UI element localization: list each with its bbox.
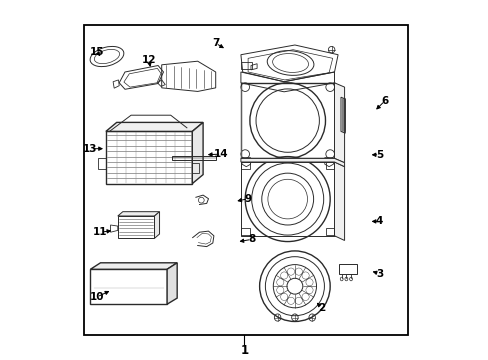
- Text: 1: 1: [240, 345, 248, 357]
- Text: 9: 9: [244, 194, 251, 204]
- Bar: [84, 25, 407, 335]
- Text: 6: 6: [381, 96, 388, 106]
- Text: 4: 4: [375, 216, 383, 226]
- Text: 10: 10: [89, 292, 104, 302]
- Polygon shape: [154, 212, 159, 238]
- Text: 2: 2: [318, 303, 325, 313]
- Text: 14: 14: [214, 149, 228, 159]
- Text: 5: 5: [375, 150, 382, 160]
- Polygon shape: [241, 158, 344, 167]
- Polygon shape: [334, 162, 344, 240]
- Polygon shape: [167, 263, 177, 304]
- Polygon shape: [334, 83, 344, 163]
- Text: 7: 7: [212, 38, 219, 48]
- Polygon shape: [90, 263, 177, 269]
- Polygon shape: [118, 212, 159, 216]
- Bar: [338, 264, 356, 274]
- Text: 15: 15: [89, 47, 104, 57]
- Text: 12: 12: [142, 55, 156, 66]
- Text: 11: 11: [93, 227, 107, 237]
- Polygon shape: [106, 122, 203, 131]
- Text: 8: 8: [247, 234, 255, 244]
- Bar: [241, 62, 251, 69]
- Polygon shape: [192, 122, 203, 184]
- Text: 3: 3: [375, 269, 382, 279]
- Text: 13: 13: [83, 144, 98, 154]
